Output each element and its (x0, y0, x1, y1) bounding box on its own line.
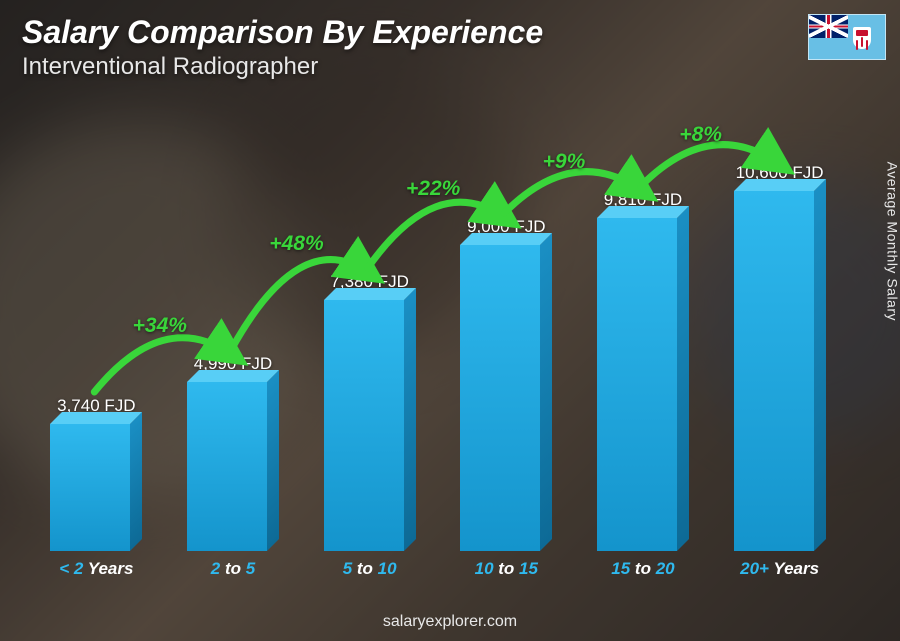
bar-chart: 3,740 FJD< 2 Years4,990 FJD2 to 57,380 F… (28, 120, 848, 579)
y-axis-label: Average Monthly Salary (884, 161, 900, 320)
chart-title: Salary Comparison By Experience (22, 14, 543, 51)
growth-label: +48% (269, 232, 323, 256)
chart-header: Salary Comparison By Experience Interven… (22, 14, 543, 81)
footer-credit: salaryexplorer.com (0, 613, 900, 631)
country-flag-icon (808, 14, 886, 60)
growth-arrow-icon (231, 260, 368, 350)
growth-label: +22% (406, 177, 460, 201)
growth-arrow-icon (94, 338, 231, 392)
chart-subtitle: Interventional Radiographer (22, 53, 543, 81)
growth-arrow-icon (368, 202, 505, 268)
growth-label: +34% (133, 314, 187, 338)
growth-arrow-icon (641, 145, 778, 186)
growth-arrow-icon (504, 172, 641, 213)
growth-label: +8% (679, 123, 722, 147)
growth-label: +9% (543, 150, 586, 174)
